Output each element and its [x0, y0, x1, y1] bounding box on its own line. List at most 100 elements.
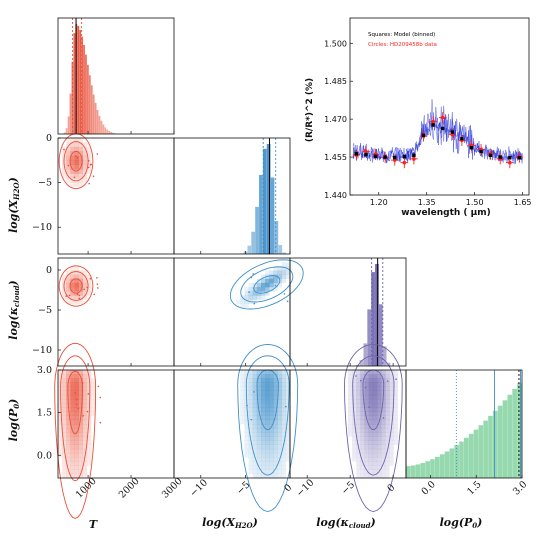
ylabel-p0: log(P0) — [7, 399, 21, 442]
density-cell — [256, 415, 262, 421]
density-cell — [82, 415, 88, 421]
density-cell — [244, 299, 249, 304]
density-cell — [285, 436, 291, 441]
density-cell — [273, 432, 278, 437]
sample-point — [265, 291, 268, 294]
density-cell — [265, 432, 270, 437]
density-cell — [389, 461, 394, 466]
hist-bar-T — [98, 115, 101, 134]
density-cell — [368, 374, 374, 379]
density-cell — [356, 386, 361, 391]
density-cell — [385, 440, 390, 445]
hist-bar-P0 — [478, 425, 484, 478]
density-cell — [372, 457, 378, 462]
density-cell — [70, 282, 75, 288]
density-cell — [273, 374, 278, 379]
data-point — [402, 160, 407, 165]
sample-point — [99, 396, 102, 399]
density-cell — [91, 390, 96, 396]
density-cell — [256, 411, 262, 416]
density-cell — [78, 440, 84, 445]
density-cell — [277, 473, 282, 479]
density-cell — [87, 399, 92, 404]
sample-point — [386, 380, 389, 382]
density-cell — [261, 399, 266, 404]
density-cell — [256, 382, 262, 387]
density-cell — [74, 182, 79, 188]
density-cell — [256, 432, 262, 437]
density-cell — [381, 432, 386, 437]
density-cell — [348, 411, 353, 416]
inset-ytick-label: 1.455 — [324, 153, 347, 162]
density-cell — [269, 270, 274, 275]
density-cell — [70, 173, 75, 179]
model-point — [460, 136, 464, 141]
density-cell — [389, 432, 394, 437]
density-cell — [244, 415, 249, 421]
density-cell — [273, 457, 278, 462]
inset-ytick-label: 1.470 — [324, 115, 347, 124]
density-cell — [91, 411, 96, 416]
density-cell — [82, 457, 88, 462]
density-cell — [368, 403, 374, 408]
density-cell — [66, 386, 71, 391]
density-cell — [74, 386, 79, 391]
density-cell — [269, 386, 274, 391]
density-cell — [87, 370, 92, 375]
density-cell — [269, 370, 274, 375]
density-cell — [348, 374, 353, 379]
density-cell — [348, 370, 353, 375]
sample-point — [355, 375, 357, 377]
sample-point — [285, 405, 287, 408]
density-cell — [385, 461, 390, 466]
density-cell — [273, 399, 278, 404]
density-cell — [261, 278, 266, 284]
density-cell — [78, 399, 84, 404]
density-cell — [364, 440, 369, 445]
density-cell — [248, 295, 253, 300]
density-cell — [87, 453, 92, 458]
density-cell — [87, 390, 92, 396]
xtick-label: −10 — [188, 477, 210, 499]
density-cell — [66, 138, 71, 143]
density-cell — [269, 390, 274, 396]
density-cell — [82, 370, 88, 375]
density-cell — [368, 436, 374, 441]
density-cell — [87, 461, 92, 466]
density-cell — [62, 382, 67, 387]
density-cell — [368, 411, 374, 416]
density-cell — [281, 266, 287, 271]
hist-bar-P0 — [415, 464, 421, 478]
density-cell — [377, 457, 382, 462]
density-T-P0 — [54, 342, 102, 519]
density-cell — [385, 382, 390, 387]
sample-point — [86, 286, 89, 289]
model-point — [479, 149, 483, 154]
density-cell — [256, 473, 262, 479]
hist-bar-kcloud — [359, 360, 364, 366]
inset-ytick-label: 1.500 — [324, 39, 347, 48]
density-cell — [74, 444, 79, 450]
density-cell — [70, 448, 75, 454]
density-cell — [281, 390, 287, 396]
density-cell — [248, 469, 253, 475]
density-cell — [58, 403, 63, 408]
model-point — [431, 123, 435, 127]
sample-point — [74, 392, 76, 394]
density-cell — [74, 419, 79, 425]
density-cell — [256, 424, 262, 429]
contour-line — [54, 342, 97, 519]
density-cell — [269, 282, 274, 288]
density-cell — [70, 274, 75, 279]
density-cell — [248, 378, 253, 383]
density-cell — [281, 370, 287, 375]
density-cell — [352, 382, 357, 387]
density-cell — [66, 160, 71, 165]
density-cell — [74, 469, 79, 475]
density-cell — [364, 374, 369, 379]
density-cell — [82, 448, 88, 454]
sample-point — [65, 295, 67, 297]
density-cell — [273, 378, 278, 383]
density-cell — [78, 465, 84, 470]
